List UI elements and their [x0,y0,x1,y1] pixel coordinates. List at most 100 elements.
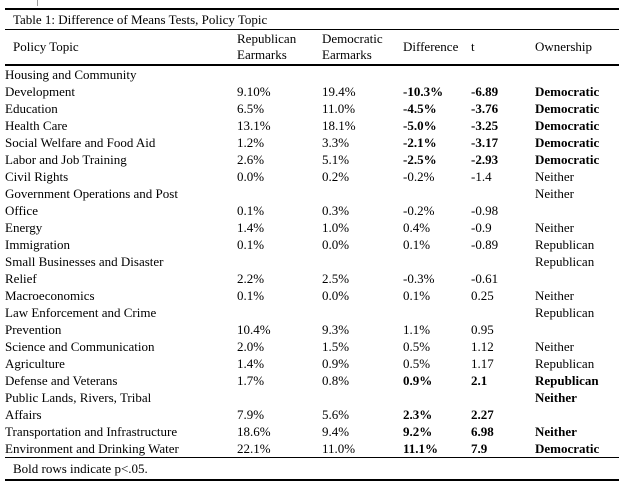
ownership-cell: Neither [535,390,577,405]
t-value-cell: 2.27 [471,407,494,422]
policy-topic-cell: Government Operations and Post Office [5,186,178,218]
column-header-t: t [471,30,535,66]
difference-cell: 9.2% [403,424,433,439]
republican-earmarks-cell: 1.4% [237,356,265,371]
policy-topic-cell: Energy [5,220,43,235]
difference-cell: 0.4% [403,220,431,235]
republican-earmarks-cell: 13.1% [237,118,271,133]
t-value-cell: 0.95 [471,322,494,337]
policy-topic-cell: Defense and Veterans [5,373,118,388]
table-row: Public Lands, Rivers, Tribal Affairs 7.9… [5,389,619,423]
policy-topic-cell: Housing and Community Development [5,67,137,99]
difference-cell: -10.3% [403,84,444,99]
ownership-cell: Democratic [535,152,600,167]
ownership-cell: Neither [535,186,574,201]
t-value-cell: -6.89 [471,84,499,99]
ownership-cell: Republican [535,373,599,388]
difference-cell: 2.3% [403,407,433,422]
difference-cell: -0.3% [403,271,435,286]
democratic-earmarks-cell: 0.3% [322,203,350,218]
t-value-cell: 1.17 [471,356,494,371]
republican-earmarks-cell: 10.4% [237,322,271,337]
t-value-cell: -0.9 [471,220,492,235]
democratic-earmarks-cell: 9.3% [322,322,350,337]
republican-earmarks-cell: 0.1% [237,288,265,303]
column-header-difference: Difference [403,30,471,66]
table-row: Immigration 0.1% 0.0% 0.1% -0.89 Republi… [5,236,619,253]
table-row: Agriculture 1.4% 0.9% 0.5% 1.17 Republic… [5,355,619,372]
t-value-cell: 6.98 [471,424,494,439]
policy-topic-cell: Transportation and Infrastructure [5,424,178,439]
policy-topic-cell: Public Lands, Rivers, Tribal Affairs [5,390,152,422]
difference-of-means-table: Policy Topic Republican Earmarks Democra… [5,30,619,458]
democratic-earmarks-cell: 0.9% [322,356,350,371]
republican-earmarks-cell: 2.2% [237,271,265,286]
t-value-cell: 1.12 [471,339,494,354]
t-value-cell: 7.9 [471,440,535,458]
t-value-cell: -3.25 [471,118,499,133]
difference-cell: -2.5% [403,152,437,167]
table-row: Environment and Drinking Water 22.1% 11.… [5,440,619,458]
republican-earmarks-cell: 22.1% [237,440,322,458]
t-value-cell: 2.1 [471,373,488,388]
republican-earmarks-cell: 1.7% [237,373,265,388]
policy-topic-cell: Civil Rights [5,169,69,184]
democratic-earmarks-cell: 9.4% [322,424,350,439]
republican-earmarks-cell: 0.1% [237,203,265,218]
republican-earmarks-cell: 0.1% [237,237,265,252]
policy-topic-cell: Education [5,101,58,116]
ownership-cell: Democratic [535,135,600,150]
t-value-cell: -0.61 [471,271,499,286]
difference-cell: -5.0% [403,118,437,133]
ownership-cell: Democratic [535,101,600,116]
policy-topic-cell: Small Businesses and Disaster Relief [5,254,164,286]
column-header-republican-earmarks: Republican Earmarks [237,30,322,66]
policy-topic-cell: Health Care [5,118,68,133]
republican-earmarks-cell: 2.0% [237,339,265,354]
table-row: Energy 1.4% 1.0% 0.4% -0.9 Neither [5,219,619,236]
ownership-cell: Republican [535,305,595,320]
difference-cell: 0.9% [403,373,433,388]
ownership-cell: Neither [535,220,574,235]
table-body: Housing and Community Development 9.10% … [5,65,619,458]
ownership-cell: Neither [535,424,577,439]
table-header: Policy Topic Republican Earmarks Democra… [5,30,619,66]
ownership-cell: Neither [535,339,574,354]
democratic-earmarks-cell: 11.0% [322,101,356,116]
difference-cell: 11.1% [403,440,471,458]
democratic-earmarks-cell: 0.8% [322,373,350,388]
policy-topic-cell: Agriculture [5,356,65,371]
column-header-policy-topic: Policy Topic [5,30,237,66]
policy-topic-cell: Labor and Job Training [5,152,127,167]
democratic-earmarks-cell: 1.0% [322,220,350,235]
republican-earmarks-cell: 18.6% [237,424,271,439]
t-value-cell: -3.17 [471,135,499,150]
column-header-ownership: Ownership [535,30,619,66]
ownership-cell: Democratic [535,84,600,99]
table-title: Table 1: Difference of Means Tests, Poli… [5,8,619,30]
policy-topic-cell: Law Enforcement and Crime Prevention [5,305,157,337]
t-value-cell: -0.89 [471,237,499,252]
difference-cell: 0.5% [403,356,431,371]
ownership-cell: Democratic [535,118,600,133]
republican-earmarks-cell: 6.5% [237,101,265,116]
table-row: Civil Rights 0.0% 0.2% -0.2% -1.4 Neithe… [5,168,619,185]
ownership-cell: Neither [535,169,574,184]
republican-earmarks-cell: 7.9% [237,407,265,422]
table-row: Social Welfare and Food Aid 1.2% 3.3% -2… [5,134,619,151]
republican-earmarks-cell: 0.0% [237,169,265,184]
t-value-cell: -0.98 [471,203,499,218]
difference-cell: 0.5% [403,339,431,354]
ownership-cell: Republican [535,356,595,371]
difference-cell: 0.1% [403,237,431,252]
republican-earmarks-cell: 9.10% [237,84,271,99]
policy-topic-cell: Social Welfare and Food Aid [5,135,156,150]
policy-topic-cell: Science and Communication [5,339,155,354]
table-footnote: Bold rows indicate p<.05. [5,458,619,481]
republican-earmarks-cell: 1.4% [237,220,265,235]
difference-cell: -2.1% [403,135,437,150]
democratic-earmarks-cell: 2.5% [322,271,350,286]
democratic-earmarks-cell: 0.2% [322,169,350,184]
table-row: Law Enforcement and Crime Prevention 10.… [5,304,619,338]
democratic-earmarks-cell: 18.1% [322,118,356,133]
